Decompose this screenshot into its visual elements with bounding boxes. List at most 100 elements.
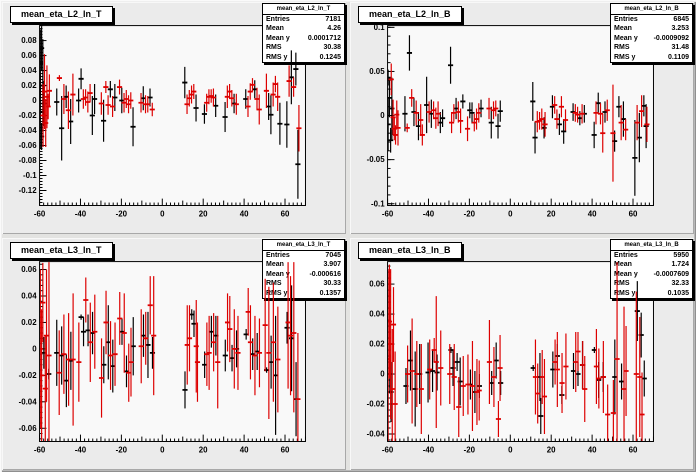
svg-text:-0.04: -0.04 [367,430,386,439]
svg-text:-0.06: -0.06 [19,424,38,433]
histogram-title: mean_eta_L2_ln_B [369,9,451,19]
stats-row-mean: Mean 4.26 [266,25,341,33]
stats-row-rms-y: RMS y 0.1109 [614,53,689,61]
svg-text:0.04: 0.04 [369,310,385,319]
svg-text:-0.02: -0.02 [367,400,386,409]
stats-row-entries: Entries 5950 [614,252,689,259]
stats-row-rms: RMS 31.48 [614,44,689,52]
pad-mean-eta-L2-ln-T[interactable]: -60 -40 -20 0 20 40 60 0.08 0.06 0.04 0.02 0 -0.02 -0… [2,2,346,234]
stats-box-title: mean_eta_L2_ln_B [611,4,692,15]
svg-text:60: 60 [629,209,638,218]
stats-box-title: mean_eta_L3_ln_B [611,240,692,251]
svg-text:0: 0 [160,209,165,218]
histogram-title-box[interactable]: mean_eta_L2_ln_T [10,6,113,23]
svg-text:-20: -20 [464,209,476,218]
histogram-title: mean_eta_L2_ln_T [21,9,102,19]
stats-box-title: mean_eta_L3_ln_T [263,240,344,251]
svg-text:-40: -40 [423,445,435,454]
svg-text:-0.1: -0.1 [23,171,37,180]
histogram-title-box[interactable]: mean_eta_L2_ln_B [358,6,462,23]
svg-text:20: 20 [547,209,556,218]
stats-box[interactable]: mean_eta_L3_ln_T Entries 7045 Mean 3.907 M… [262,239,345,299]
svg-text:-20: -20 [116,209,128,218]
svg-text:-0.12: -0.12 [19,186,38,195]
histogram-title-box[interactable]: mean_eta_L3_ln_B [358,242,462,259]
stats-row-rms-y: RMS y 0.1245 [266,53,341,61]
plot-axes: -60 -40 -20 0 20 40 60 0.06 0.04 0.02 0 -0.02 -0.04 -… [19,261,306,454]
svg-text:-0.1: -0.1 [371,199,385,208]
svg-text:-60: -60 [34,209,46,218]
svg-text:0: 0 [508,445,513,454]
svg-text:0.05: 0.05 [369,67,385,76]
svg-text:0.04: 0.04 [21,292,37,301]
stats-row-mean-y: Mean y 0.0001712 [266,34,341,42]
svg-text:-60: -60 [382,209,394,218]
svg-text:40: 40 [588,209,597,218]
svg-text:0.06: 0.06 [21,265,37,274]
svg-text:-0.04: -0.04 [19,397,38,406]
svg-text:40: 40 [240,445,249,454]
svg-text:0.1: 0.1 [374,23,386,32]
svg-text:0.04: 0.04 [21,66,37,75]
svg-text:60: 60 [281,445,290,454]
svg-text:0.06: 0.06 [369,280,385,289]
plot-axes: -60 -40 -20 0 20 40 60 0.06 0.04 0.02 0 -0.02 -0.04 [367,261,654,454]
svg-text:-0.05: -0.05 [367,155,386,164]
stats-row-entries: Entries 6845 [614,16,689,23]
pad-mean-eta-L3-ln-T[interactable]: -60 -40 -20 0 20 40 60 0.06 0.04 0.02 0 -0.02 -0.04 -… [2,238,346,470]
svg-text:0: 0 [32,96,37,105]
svg-text:0: 0 [508,209,513,218]
svg-text:0: 0 [160,445,165,454]
svg-text:0.02: 0.02 [21,81,37,90]
svg-text:40: 40 [588,445,597,454]
stats-row-rms: RMS 30.33 [266,280,341,288]
stats-row-rms-y: RMS y 0.1035 [614,289,689,297]
stats-box[interactable]: mean_eta_L2_ln_T Entries 7181 Mean 4.26 Me… [262,3,345,63]
svg-text:60: 60 [629,445,638,454]
histogram-title: mean_eta_L3_ln_T [21,245,102,255]
pad-mean-eta-L2-ln-B[interactable]: -60 -40 -20 0 20 40 60 0.1 0.05 0 -0.05 -0.1 mean_e… [350,2,694,234]
svg-text:-0.06: -0.06 [19,141,38,150]
stats-row-rms: RMS 30.38 [266,44,341,52]
svg-text:-60: -60 [382,445,394,454]
histogram-title-box[interactable]: mean_eta_L3_ln_T [10,242,113,259]
svg-text:-0.08: -0.08 [19,156,38,165]
pad-mean-eta-L3-ln-B[interactable]: -60 -40 -20 0 20 40 60 0.06 0.04 0.02 0 -0.02 -0.04 … [350,238,694,470]
svg-text:-0.04: -0.04 [19,126,38,135]
stats-row-entries: Entries 7045 [266,252,341,259]
stats-row-mean: Mean 1.724 [614,261,689,269]
svg-text:20: 20 [199,209,208,218]
svg-text:-40: -40 [75,445,87,454]
svg-text:-40: -40 [75,209,87,218]
svg-text:0: 0 [32,344,37,353]
stats-box-title: mean_eta_L2_ln_T [263,4,344,15]
stats-row-entries: Entries 7181 [266,16,341,23]
svg-text:40: 40 [240,209,249,218]
svg-text:0: 0 [380,111,385,120]
svg-text:-20: -20 [464,445,476,454]
svg-text:-0.02: -0.02 [19,111,38,120]
stats-row-mean-y: Mean y -0.0009092 [614,34,689,42]
stats-row-rms-y: RMS y 0.1357 [266,289,341,297]
stats-box[interactable]: mean_eta_L3_ln_B Entries 5950 Mean 1.724 M… [610,239,693,299]
svg-text:0.02: 0.02 [369,340,385,349]
svg-text:-60: -60 [34,445,46,454]
svg-text:20: 20 [547,445,556,454]
stats-row-mean: Mean 3.907 [266,261,341,269]
svg-text:-20: -20 [116,445,128,454]
stats-row-mean-y: Mean y -0.0007609 [614,270,689,278]
svg-text:60: 60 [281,209,290,218]
svg-text:0.02: 0.02 [21,318,37,327]
svg-text:0.06: 0.06 [21,51,37,60]
stats-row-mean-y: Mean y -0.000616 [266,270,341,278]
stats-row-rms: RMS 32.33 [614,280,689,288]
svg-text:0.08: 0.08 [21,36,37,45]
svg-text:20: 20 [199,445,208,454]
svg-text:-0.02: -0.02 [19,371,38,380]
svg-text:0: 0 [380,370,385,379]
stats-row-mean: Mean 3.253 [614,25,689,33]
histogram-title: mean_eta_L3_ln_B [369,245,451,255]
svg-text:-40: -40 [423,209,435,218]
stats-box[interactable]: mean_eta_L2_ln_B Entries 6845 Mean 3.253 M… [610,3,693,63]
